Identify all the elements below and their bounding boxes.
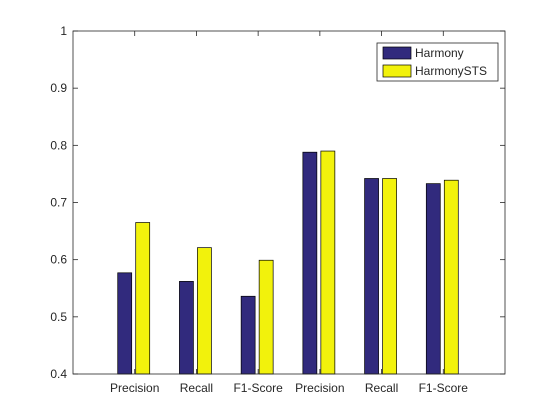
x-tick-label: F1-Score (233, 381, 283, 395)
y-tick-label: 1 (60, 24, 67, 38)
x-tick-label: Precision (295, 381, 344, 395)
bars-layer (117, 150, 459, 375)
x-tick-label: F1-Score (419, 381, 469, 395)
y-tick-label: 0.6 (50, 253, 67, 267)
bar-harmonysts-f1-score-5 (443, 179, 459, 375)
bar-harmonysts-precision-3 (320, 150, 336, 375)
y-tick-label: 0.9 (50, 81, 67, 95)
x-tick-label: Recall (180, 381, 213, 395)
bar-harmony-f1-score-2 (240, 295, 256, 375)
legend-label-harmonysts: HarmonySTS (415, 64, 487, 78)
bar-harmony-recall-1 (179, 281, 194, 375)
legend: Harmony HarmonySTS (376, 42, 499, 82)
y-tick-label: 0.8 (50, 138, 67, 152)
y-tick-label: 0.5 (50, 310, 67, 324)
axes-layer: 0.4 0.5 0.6 0.7 0.8 0.9 1 Precision Recall F1-Sco… (50, 24, 506, 395)
bar-harmony-f1-score-5 (425, 183, 441, 375)
bar-harmonysts-recall-4 (382, 178, 397, 375)
bar-harmonysts-precision-0 (135, 222, 151, 375)
bar-harmony-precision-3 (302, 151, 318, 375)
legend-swatch-harmony (382, 46, 412, 60)
bar-harmony-precision-0 (117, 272, 133, 375)
legend-label-harmony: Harmony (415, 46, 464, 60)
bar-harmony-recall-4 (364, 178, 379, 375)
bar-harmonysts-f1-score-2 (258, 259, 274, 375)
bar-harmonysts-recall-1 (197, 247, 212, 375)
x-tick-label: Recall (365, 381, 398, 395)
legend-swatch-harmonysts (382, 64, 412, 78)
x-tick-label: Precision (110, 381, 159, 395)
y-tick-label: 0.4 (50, 367, 67, 381)
y-tick-label: 0.7 (50, 196, 67, 210)
